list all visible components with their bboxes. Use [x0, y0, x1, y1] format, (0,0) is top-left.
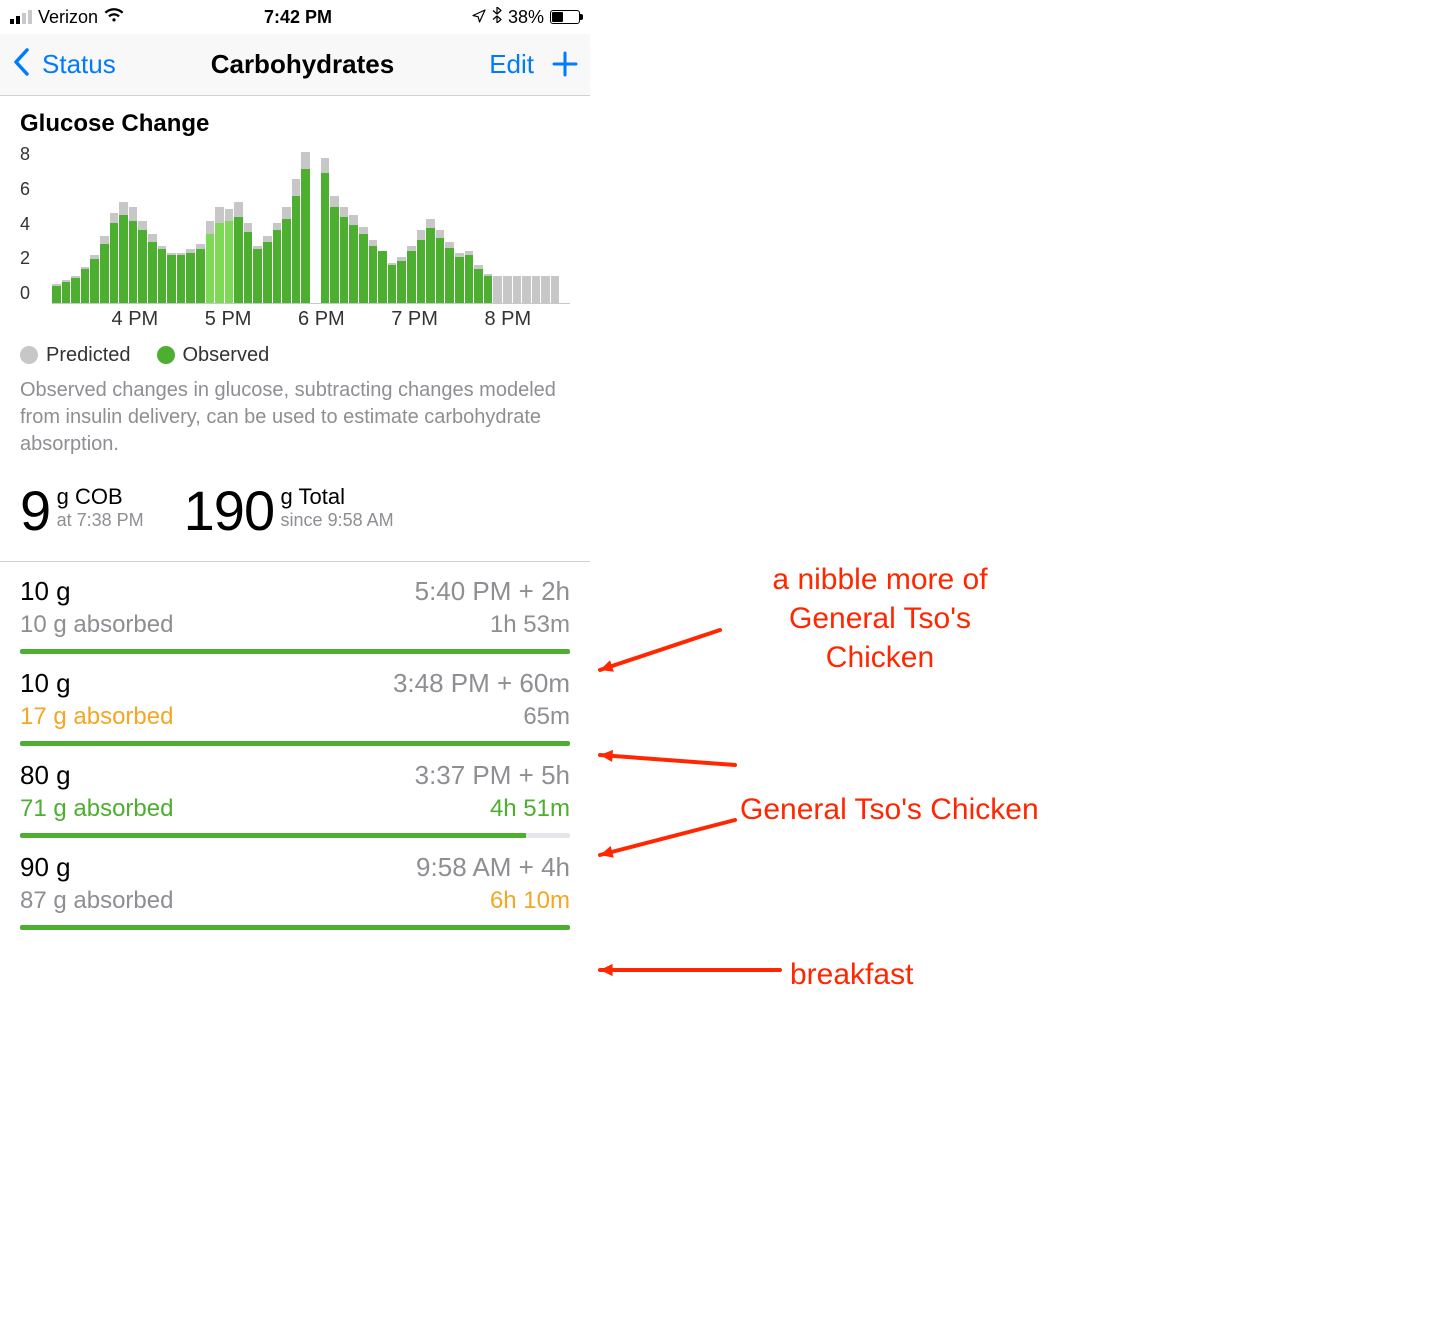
entry-elapsed: 6h 10m: [490, 887, 570, 915]
back-label: Status: [42, 49, 116, 80]
carb-entry[interactable]: 10 g 3:48 PM + 60m 17 g absorbed 65m: [0, 654, 590, 746]
entry-elapsed: 65m: [523, 703, 570, 731]
entry-grams: 90 g: [20, 852, 71, 883]
phone-screenshot: Verizon 7:42 PM 38% Status Carbohydrates: [0, 0, 590, 1100]
chart-title: Glucose Change: [0, 96, 590, 144]
stats-row: 9 g COB at 7:38 PM 190 g Total since 9:5…: [0, 474, 590, 562]
status-bar-time: 7:42 PM: [264, 7, 332, 28]
location-icon: [472, 7, 486, 28]
page-title: Carbohydrates: [211, 49, 395, 80]
entry-elapsed: 4h 51m: [490, 795, 570, 823]
entry-absorbed: 17 g absorbed: [20, 703, 173, 731]
carb-entry[interactable]: 10 g 5:40 PM + 2h 10 g absorbed 1h 53m: [0, 562, 590, 654]
entry-grams: 10 g: [20, 668, 71, 699]
legend-predicted: Predicted: [20, 344, 131, 367]
entry-elapsed: 1h 53m: [490, 611, 570, 639]
back-button[interactable]: Status: [12, 47, 116, 83]
entry-time: 3:37 PM + 5h: [415, 760, 570, 791]
carb-entry[interactable]: 90 g 9:58 AM + 4h 87 g absorbed 6h 10m: [0, 838, 590, 930]
signal-strength-icon: [10, 10, 32, 24]
annotation-arrow: [588, 743, 747, 777]
chart-y-axis: 86420: [20, 144, 48, 304]
annotation-arrow: [588, 958, 792, 982]
annotation-text: General Tso's Chicken: [740, 790, 1160, 829]
wifi-icon: [104, 7, 124, 28]
chart-x-axis: 4 PM5 PM6 PM7 PM8 PM: [52, 308, 570, 334]
annotation-text: breakfast: [790, 955, 1010, 994]
edit-button[interactable]: Edit: [489, 49, 534, 80]
carb-entry[interactable]: 80 g 3:37 PM + 5h 71 g absorbed 4h 51m: [0, 746, 590, 838]
battery-icon: [550, 10, 580, 24]
glucose-chart: 86420 4 PM5 PM6 PM7 PM8 PM: [0, 144, 590, 334]
entry-progress: [20, 925, 570, 930]
legend-observed: Observed: [157, 344, 270, 367]
entry-time: 3:48 PM + 60m: [393, 668, 570, 699]
entry-absorbed: 10 g absorbed: [20, 611, 173, 639]
add-button[interactable]: [552, 47, 578, 83]
status-bar-right: 38%: [472, 7, 580, 28]
entry-grams: 80 g: [20, 760, 71, 791]
chevron-left-icon: [12, 47, 30, 83]
status-bar: Verizon 7:42 PM 38%: [0, 0, 590, 34]
battery-percentage: 38%: [508, 7, 544, 28]
annotation-arrow: [588, 808, 747, 867]
entry-absorbed: 87 g absorbed: [20, 887, 173, 915]
stat-cob: 9 g COB at 7:38 PM: [20, 478, 144, 543]
entry-time: 5:40 PM + 2h: [415, 576, 570, 607]
carb-entry-list: 10 g 5:40 PM + 2h 10 g absorbed 1h 53m 10 g 3…: [0, 562, 590, 930]
chart-description: Observed changes in glucose, subtracting…: [0, 373, 590, 474]
navigation-bar: Status Carbohydrates Edit: [0, 34, 590, 96]
chart-plot-area: [52, 150, 570, 304]
stat-total: 190 g Total since 9:58 AM: [184, 478, 394, 543]
annotation-arrow: [588, 618, 732, 682]
carrier-label: Verizon: [38, 7, 98, 28]
entry-grams: 10 g: [20, 576, 71, 607]
status-bar-left: Verizon: [10, 7, 124, 28]
chart-legend: Predicted Observed: [0, 334, 590, 373]
bluetooth-icon: [492, 7, 502, 28]
entry-absorbed: 71 g absorbed: [20, 795, 173, 823]
entry-time: 9:58 AM + 4h: [416, 852, 570, 883]
annotation-text: a nibble more ofGeneral Tso'sChicken: [720, 560, 1040, 677]
